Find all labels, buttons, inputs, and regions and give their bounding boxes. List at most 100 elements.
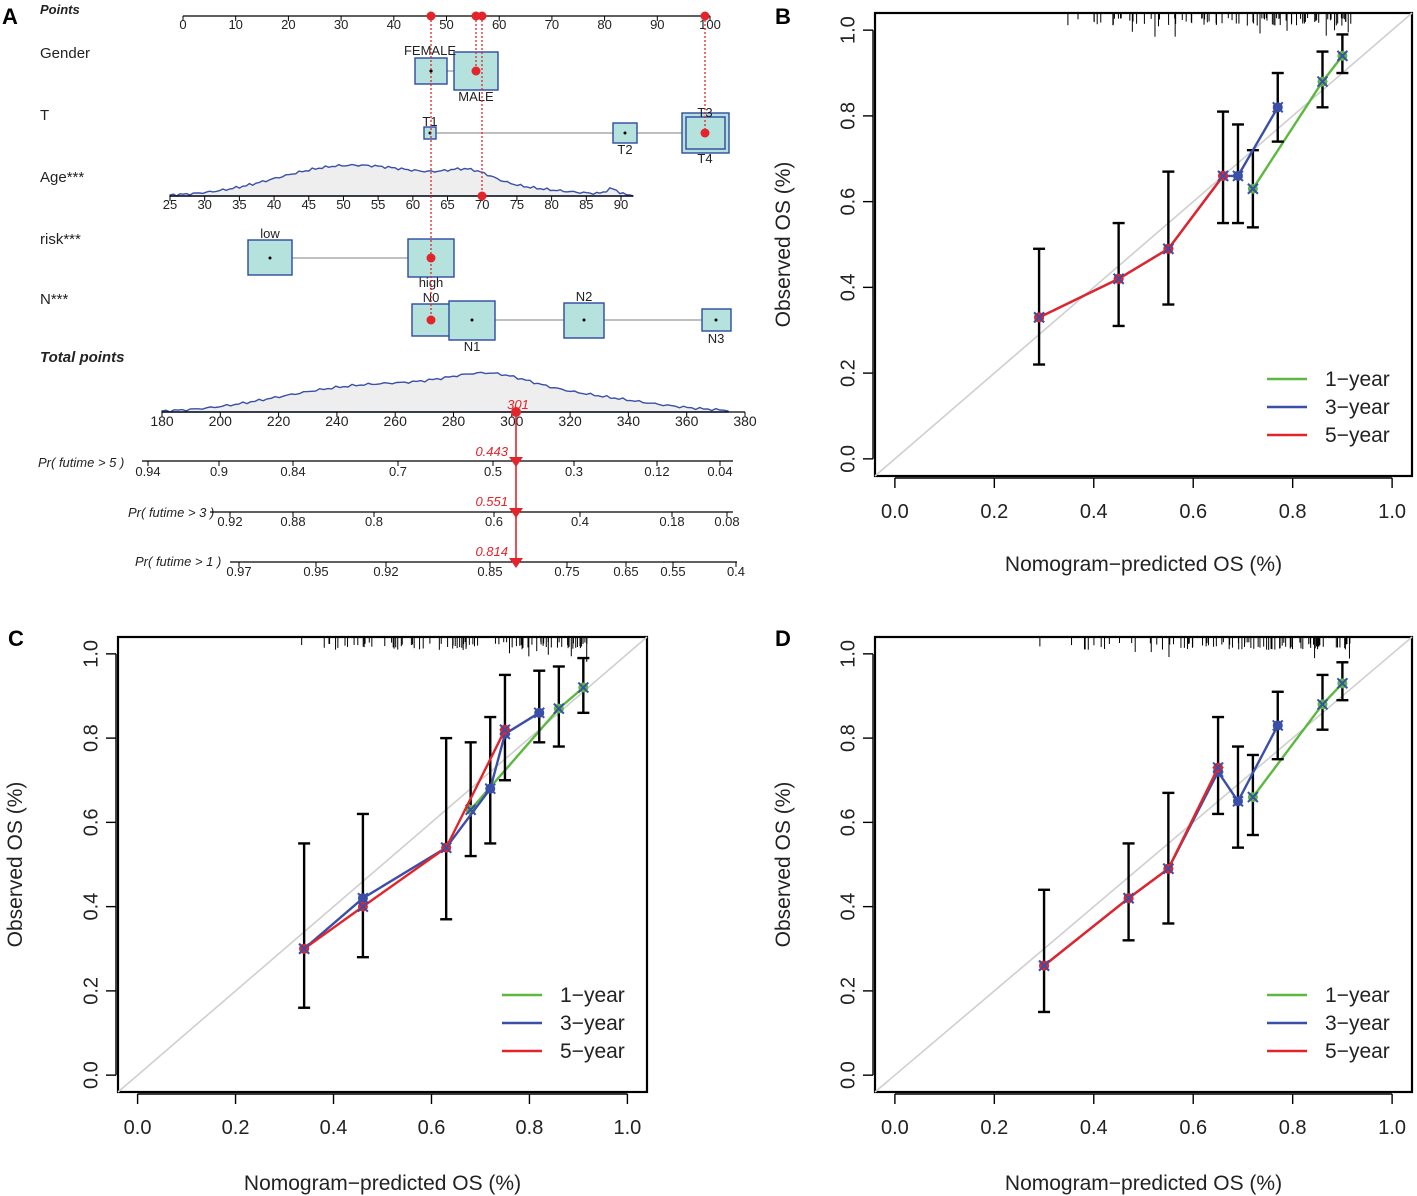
data-point-cross [1272,719,1284,732]
pr5-tick-label: 0.84 [280,464,305,479]
risk-level-low: low [260,226,280,241]
total-points-tick-label: 340 [617,413,641,429]
n-dot-n1 [470,318,474,322]
pr5-tick-label: 0.7 [389,464,407,479]
pr1-tick-label: 0.55 [660,564,685,579]
pr3-tick-label: 0.6 [485,514,503,529]
legend-label: 5−year [560,1040,625,1063]
age-tick-label: 90 [614,197,628,212]
y-tick-label: 1.0 [837,16,859,44]
total-points-tick-label: 360 [675,413,699,429]
points-tick-label: 90 [650,17,664,32]
pr5-tick-label: 0.9 [210,464,228,479]
calibration-panel-d: 0.0 0.2 0.4 0.6 0.8 1.0 0.0 0.2 0.4 0.6 0.8 1.0 Nomo… [772,635,1414,1195]
pr5-tick-label: 0.12 [644,464,669,479]
y-tick-label: 0.6 [837,808,859,836]
x-tick-label: 0.4 [1080,501,1108,523]
t-level-t1: T1 [422,114,437,129]
total-points-tick-label: 320 [558,413,582,429]
points-tick-label: 40 [387,17,401,32]
rug-ticks [1067,13,1352,37]
x-axis-title: Nomogram−predicted OS (%) [1005,1172,1282,1195]
series-line [1251,55,1344,190]
age-tick-label: 65 [440,197,454,212]
series-5-year [1038,761,1224,972]
legend-label: 5−year [1325,424,1390,447]
gender-level-male: MALE [458,89,494,104]
x-tick-label: 0.4 [320,1117,348,1139]
nomogram-panel: Points Gender T Age*** risk*** N*** Tota… [38,2,757,579]
y-tick-label: 0.2 [837,977,859,1005]
pr1-tick-label: 0.4 [727,564,745,579]
pr3-tick-label: 0.88 [280,514,305,529]
series-line [1038,175,1225,319]
pr5-value: 0.443 [475,444,508,459]
pr1-tick-label: 0.95 [303,564,328,579]
data-point-cross [577,681,590,694]
series-line [1043,724,1279,967]
total-points-tick-label: 240 [325,413,349,429]
n-level-n1: N1 [464,339,481,354]
pr5-tick-label: 0.5 [484,464,502,479]
total-points-density-curve [161,371,729,413]
y-tick-label: 0.8 [837,724,859,752]
t-dot-t2 [623,131,627,135]
pr3-tick-label: 0.8 [365,514,383,529]
pr3-tick-label: 0.92 [217,514,242,529]
total-points-tick-label: 260 [384,413,408,429]
y-tick-label: 0.4 [80,893,102,921]
data-point-cross [533,707,545,719]
total-points-marker [511,407,521,417]
data-point-cross [1272,101,1284,114]
data-point-cross [1316,75,1329,88]
pr1-tick-label: 0.75 [554,564,579,579]
y-tick-label: 0.8 [837,102,859,130]
total-points-value: 301 [507,397,529,412]
series-1-year [1246,33,1349,229]
age-selected-marker [477,191,487,201]
legend-label: 1−year [1325,368,1390,391]
age-tick-label: 30 [197,197,211,212]
points-tick-label: 50 [439,17,453,32]
x-axis-title: Nomogram−predicted OS (%) [1005,553,1282,576]
n-selected-marker [426,315,436,325]
age-tick-label: 45 [302,197,316,212]
x-tick-label: 0.6 [1179,1117,1207,1139]
data-point-cross [553,702,565,715]
x-tick-label: 1.0 [614,1117,642,1139]
y-axis-title: Observed OS (%) [772,782,795,948]
pr5-label: Pr( futime > 5 ) [38,455,124,470]
data-point-cross [357,900,369,913]
plot-frame [116,635,649,1094]
pr1-label: Pr( futime > 1 ) [135,554,221,569]
n-level-n2: N2 [576,289,593,304]
total-points-tick-label: 200 [209,413,233,429]
pr1-tick-label: 0.97 [226,564,251,579]
x-tick-label: 0.0 [881,501,909,523]
gender-level-female: FEMALE [404,43,456,58]
calibration-panel-b: 0.0 0.2 0.4 0.6 0.8 1.0 0.0 0.2 0.4 0.6 0.8 1.0 Nomo… [772,11,1414,576]
age-tick-label: 70 [475,197,489,212]
data-point-cross [298,943,310,955]
legend-label: 3−year [560,1012,625,1035]
data-point-cross [357,892,369,904]
data-point-cross [1162,863,1175,875]
panel-letter-b: B [775,4,791,29]
y-tick-label: 0.2 [80,977,102,1005]
x-tick-label: 0.2 [980,501,1008,523]
data-point-cross [440,841,452,854]
x-tick-label: 1.0 [1378,1117,1406,1139]
t-level-t4: T4 [697,151,712,166]
data-point-cross [1162,243,1175,255]
age-label: Age*** [40,169,84,186]
age-tick-label: 75 [510,197,524,212]
series-line [1038,106,1279,319]
points-label: Points [40,2,80,17]
y-tick-label: 0.6 [80,808,102,836]
data-point-cross [1217,170,1229,182]
pr3-marker [509,508,523,518]
series-5-year [298,723,511,955]
age-tick-label: 80 [544,197,558,212]
series-1-year [1246,661,1349,837]
data-point-cross [1033,311,1045,324]
